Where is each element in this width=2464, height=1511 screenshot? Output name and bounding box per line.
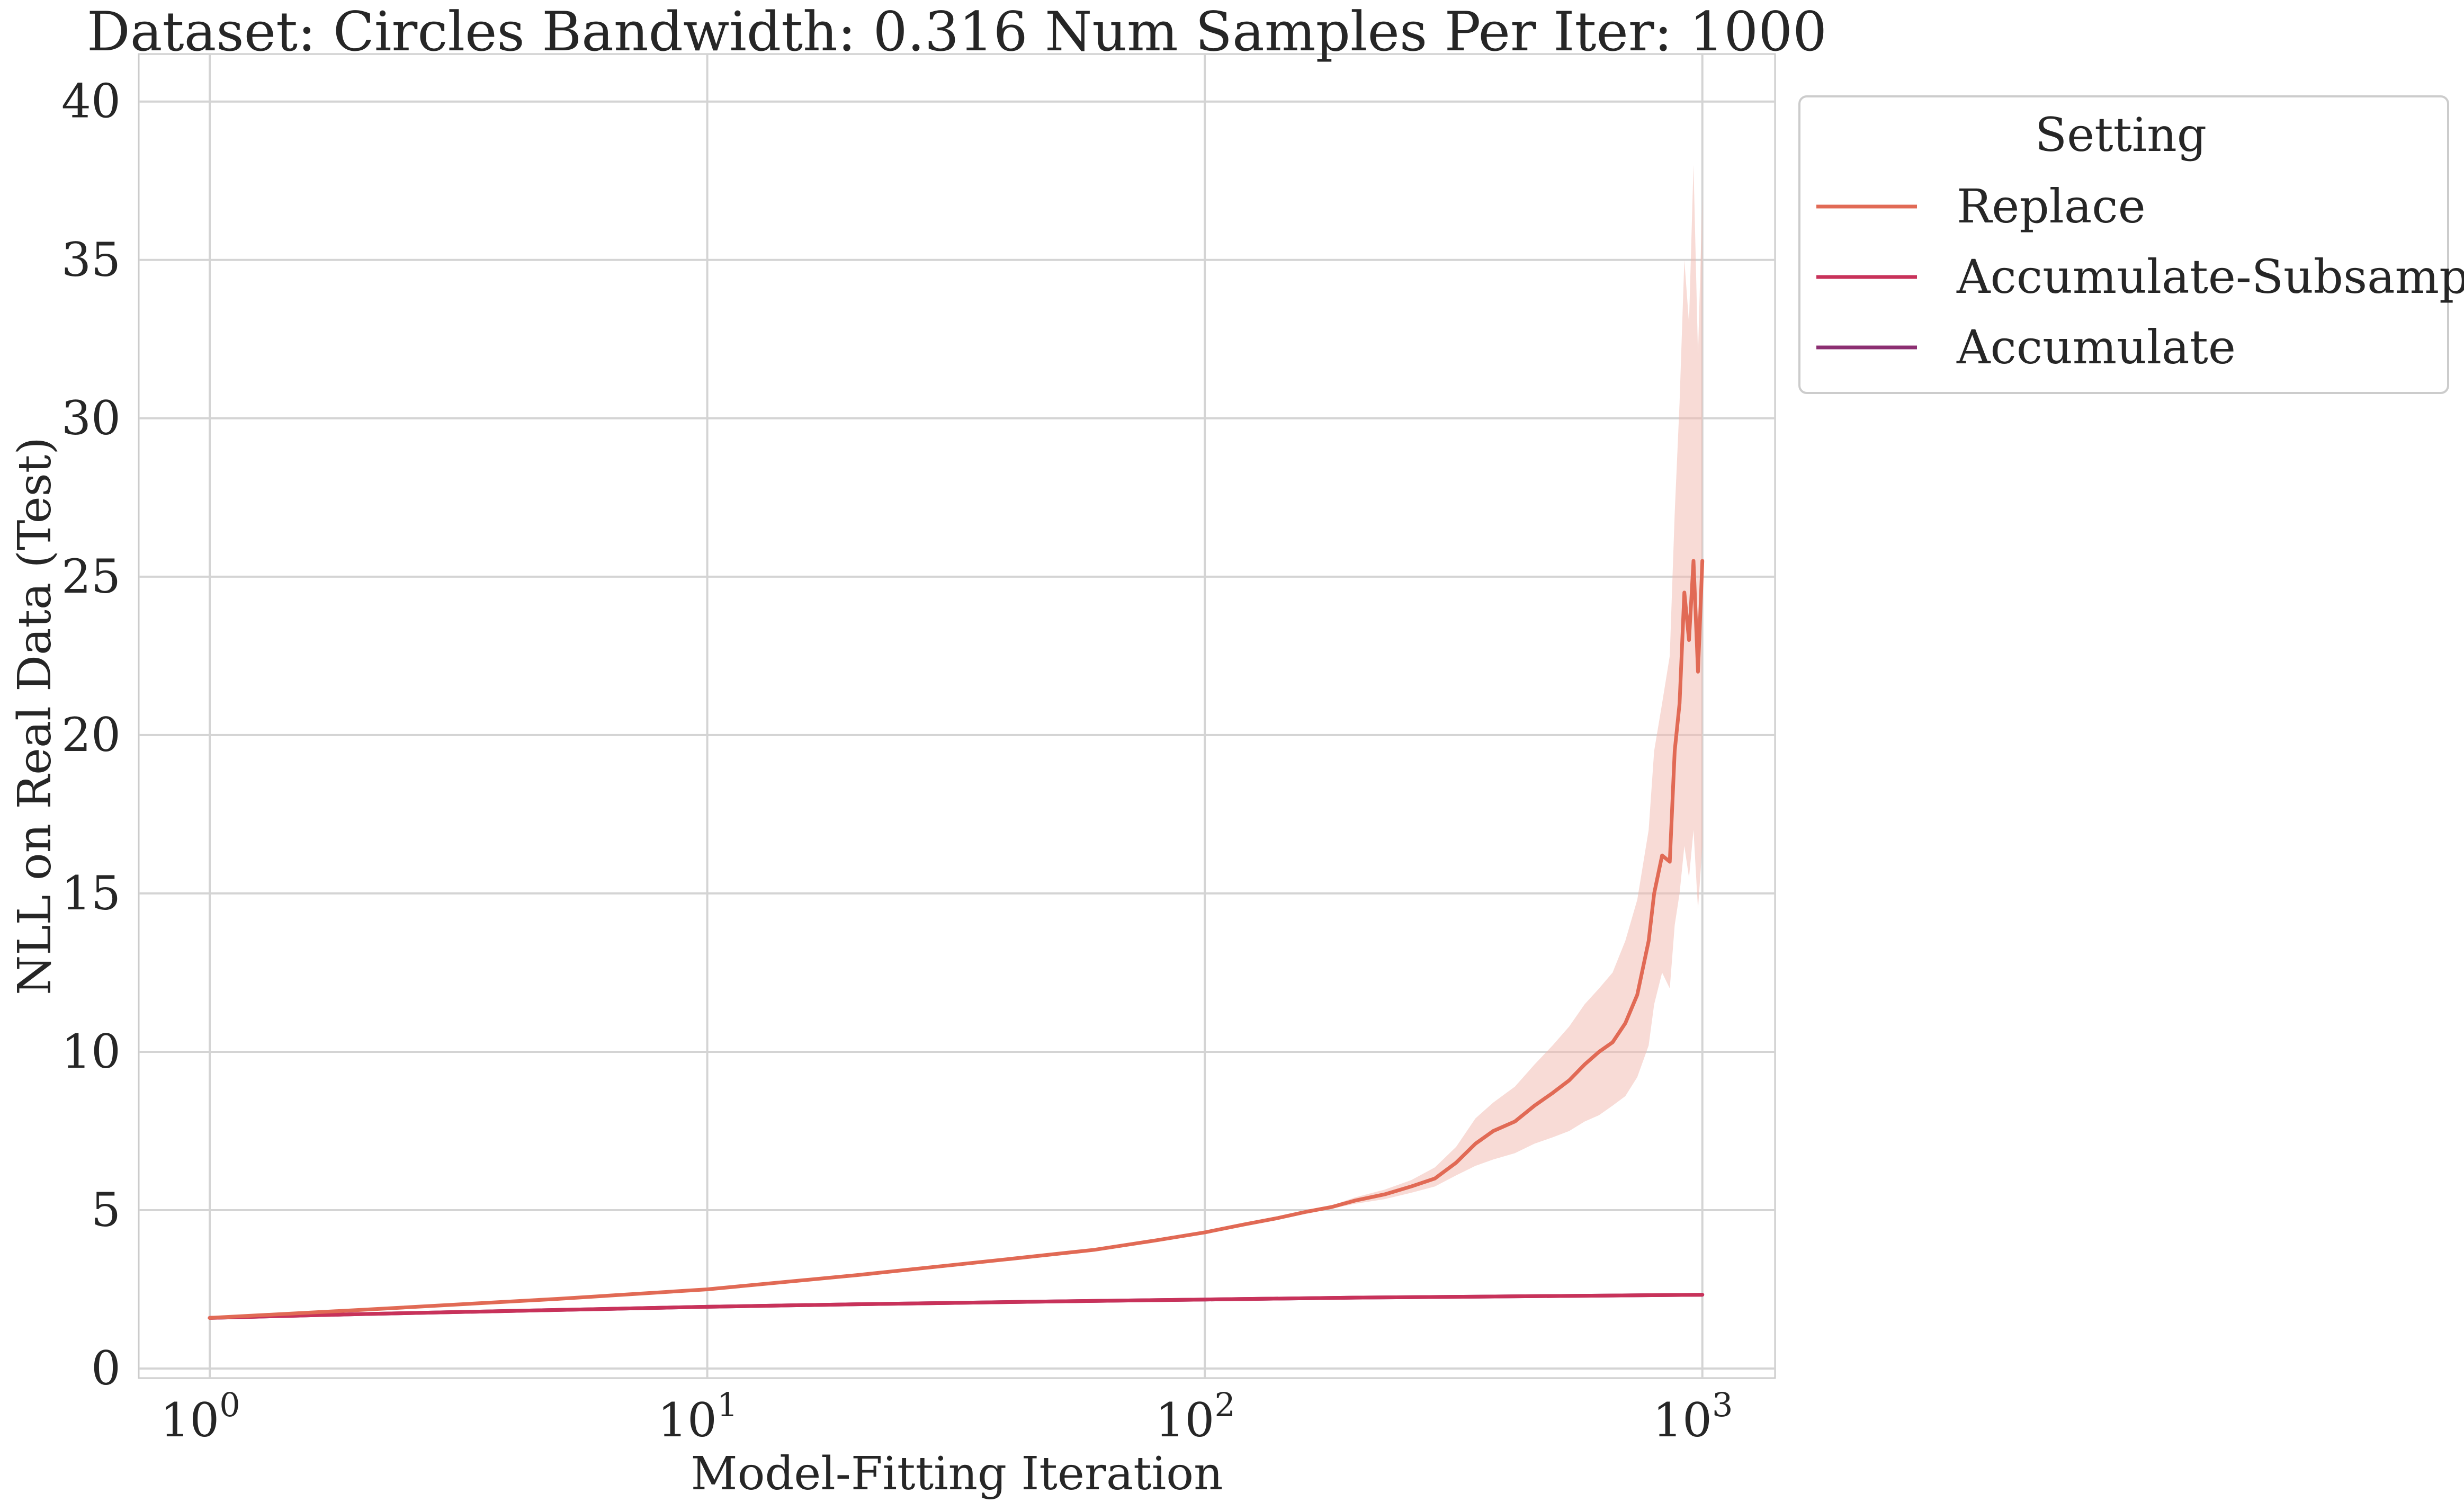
legend-items: Replace Accumulate-Subsample Accumulate bbox=[1816, 179, 2464, 374]
grid bbox=[139, 54, 1775, 1378]
x-axis-label: Model-Fitting Iteration bbox=[691, 1447, 1223, 1500]
legend-entry: Accumulate-Subsample bbox=[1816, 249, 2464, 304]
y-tick-label: 40 bbox=[61, 74, 121, 129]
series-lines bbox=[208, 559, 1705, 1320]
y-tick-label: 10 bbox=[61, 1024, 121, 1079]
x-tick-label: 100 bbox=[160, 1385, 240, 1447]
y-tick-labels: 0 5 10 15 20 25 30 35 40 bbox=[61, 74, 121, 1396]
legend-box bbox=[1798, 95, 2449, 394]
x-tick-label: 102 bbox=[1155, 1385, 1235, 1447]
y-tick-label: 0 bbox=[91, 1341, 121, 1396]
legend-entry: Replace bbox=[1816, 179, 2146, 234]
y-tick-label: 5 bbox=[91, 1183, 121, 1237]
legend-title: Setting bbox=[2035, 108, 2207, 162]
y-tick-label: 30 bbox=[61, 391, 121, 445]
y-axis-label: NLL on Real Data (Test) bbox=[8, 437, 61, 995]
plot-area bbox=[138, 53, 1776, 1379]
legend-label: Accumulate-Subsample bbox=[1956, 249, 2464, 304]
y-tick-label: 15 bbox=[61, 866, 121, 920]
y-tick-label: 35 bbox=[61, 233, 121, 287]
x-tick-labels: 100 101 102 103 bbox=[160, 1385, 1733, 1447]
y-tick-label: 25 bbox=[61, 549, 121, 604]
y-tick-label: 20 bbox=[61, 708, 121, 762]
legend-entry: Accumulate bbox=[1816, 320, 2236, 374]
x-tick-label: 101 bbox=[658, 1385, 738, 1447]
chart-title: Dataset: Circles Bandwidth: 0.316 Num Sa… bbox=[87, 1, 1827, 64]
x-tick-label: 103 bbox=[1653, 1385, 1733, 1447]
legend: Setting Replace Accumulate-Subsample Accum… bbox=[1798, 95, 2464, 394]
legend-label: Replace bbox=[1957, 179, 2146, 234]
legend-label: Accumulate bbox=[1956, 320, 2236, 374]
line-accumulate-subsample bbox=[208, 1293, 1705, 1320]
line-replace bbox=[208, 559, 1705, 1320]
